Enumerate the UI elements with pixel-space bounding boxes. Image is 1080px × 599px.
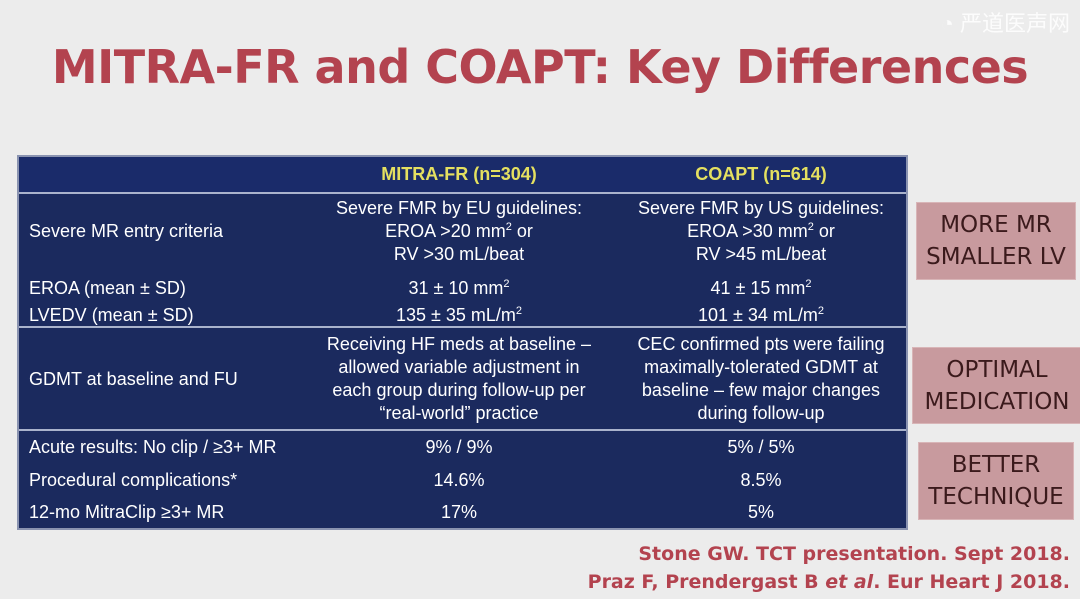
divider [19, 192, 906, 194]
coapt-entry: Severe FMR by US guidelines: EROA >30 mm… [637, 198, 885, 264]
mitra-mr12: 17% [440, 502, 478, 522]
row-label-proc: Procedural complications* [29, 470, 238, 490]
coapt-lvedv: 101 ± 34 mL/m2 [697, 305, 825, 325]
divider [19, 326, 906, 328]
mitra-gdmt: Receiving HF meds at baseline – allowed v… [326, 334, 592, 423]
watermark: ◔ 严道医声网 [940, 11, 1070, 36]
mitra-acute: 9% / 9% [425, 437, 493, 457]
row-label-eroa: EROA (mean ± SD) [29, 278, 186, 298]
row-label-entry: Severe MR entry criteria [29, 221, 224, 241]
callout-better-technique: BETTER TECHNIQUE [918, 442, 1074, 520]
reference-stone: Stone GW. TCT presentation. Sept 2018. [638, 543, 1070, 565]
coapt-mr12: 5% [747, 502, 774, 522]
row-label-mr12: 12-mo MitraClip ≥3+ MR [29, 502, 225, 522]
header-mitra: MITRA-FR (n=304) [381, 164, 537, 184]
mitra-eroa: 31 ± 10 mm2 [408, 278, 510, 298]
reference-praz: Praz F, Prendergast B et al. Eur Heart J… [587, 571, 1070, 593]
row-label-gdmt: GDMT at baseline and FU [29, 369, 238, 389]
comparison-table: MITRA-FR (n=304) COAPT (n=614) Severe MR… [17, 155, 908, 530]
table-header [19, 157, 906, 193]
row-label-acute: Acute results: No clip / ≥3+ MR [29, 437, 277, 457]
row-label-lvedv: LVEDV (mean ± SD) [29, 305, 194, 325]
header-coapt: COAPT (n=614) [695, 164, 827, 184]
slide-title: MITRA-FR and COAPT: Key Differences [51, 40, 1029, 94]
callout-optimal-medication: OPTIMAL MEDICATION [912, 347, 1080, 424]
coapt-eroa: 41 ± 15 mm2 [710, 278, 812, 298]
coapt-proc: 8.5% [740, 470, 782, 490]
wechat-icon: ◔ [940, 11, 954, 36]
coapt-acute: 5% / 5% [727, 437, 795, 457]
divider [19, 429, 906, 431]
mitra-entry: Severe FMR by EU guidelines: EROA >20 mm… [335, 198, 583, 264]
mitra-proc: 14.6% [433, 470, 485, 490]
mitra-lvedv: 135 ± 35 mL/m2 [395, 305, 523, 325]
coapt-gdmt: CEC confirmed pts were failing maximally-… [637, 334, 885, 423]
callout-more-mr: MORE MR SMALLER LV [916, 202, 1076, 280]
